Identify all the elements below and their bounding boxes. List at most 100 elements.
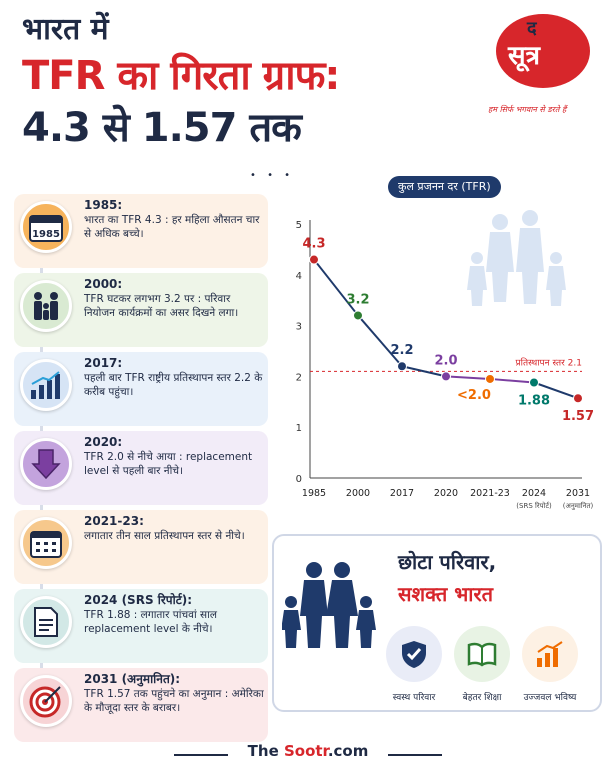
timeline-item-text: 2020: TFR 2.0 से नीचे आया : replacement l…	[84, 435, 264, 478]
book-icon	[454, 626, 510, 682]
footer-part3: .com	[327, 742, 369, 760]
calendar-1985-icon: 1985	[20, 201, 72, 253]
data-point	[397, 361, 407, 372]
timeline-item-text: 2017: पहली बार TFR राष्ट्रीय प्रतिस्थापन …	[84, 356, 264, 399]
series-line-segment	[357, 314, 403, 367]
logo-top-letter: द	[527, 18, 537, 39]
timeline-item-text: 2024 (SRS रिपोर्ट): TFR 1.88 : लगातार पां…	[84, 593, 264, 636]
timeline-item-desc: TFR 1.88 : लगातार पांचवां साल replacemen…	[84, 609, 217, 635]
timeline-item-desc: TFR 1.57 तक पहुंचने का अनुमान : अमेरिका …	[84, 688, 264, 714]
series-line-segment	[489, 377, 535, 384]
y-tick-label: 1	[296, 423, 302, 434]
tfr-line-chart: 0 1 2 3 4 5 प्रतिस्थापन स्तर 2.1 4.3 3.2 2.2 2.0 <2…	[296, 210, 594, 510]
timeline-item-text: 2031 (अनुमानित): TFR 1.57 तक पहुंचने का अ…	[84, 672, 264, 715]
timeline-item-desc: भारत का TFR 4.3 : हर महिला औसतन चार से अ…	[84, 214, 260, 240]
timeline-item-head: 1985:	[84, 198, 123, 212]
data-point	[353, 310, 363, 321]
family-silhouette-icon	[467, 210, 566, 306]
timeline-item: 2020: TFR 2.0 से नीचे आया : replacement l…	[14, 431, 268, 505]
timeline-item-head: 2024 (SRS रिपोर्ट):	[84, 593, 193, 607]
slogan-panel	[272, 534, 602, 712]
x-tick-label: 2020	[434, 488, 458, 499]
timeline-item-head: 2031 (अनुमानित):	[84, 672, 181, 686]
timeline-item: 2021-23: लगातार तीन साल प्रतिस्थापन स्तर …	[14, 510, 268, 584]
y-tick-label: 4	[296, 271, 302, 282]
shield-check-icon	[386, 626, 442, 682]
logo-badge	[496, 14, 590, 88]
headline: भारत में TFR का गिरता ग्राफ: 4.3 से 1.57…	[22, 10, 462, 154]
headline-line2: TFR का गिरता ग्राफ:	[22, 53, 340, 99]
data-label: 2.2	[390, 343, 413, 358]
x-tick-sublabel: (अनुमानित)	[563, 501, 594, 510]
headline-line1: भारत में	[22, 12, 109, 47]
timeline-item-head: 2021-23:	[84, 514, 144, 528]
bar-growth-icon	[522, 626, 578, 682]
family-icon	[282, 562, 376, 648]
footer-line-left	[174, 754, 228, 756]
family-icon	[20, 280, 72, 332]
x-tick-label: 2021-23	[470, 488, 510, 499]
timeline-item-text: 1985: भारत का TFR 4.3 : हर महिला औसतन चार…	[84, 198, 264, 241]
y-tick-label: 3	[296, 322, 302, 333]
slogan-line2: सशक्त भारत	[398, 582, 494, 606]
timeline-item: 2017: पहली बार TFR राष्ट्रीय प्रतिस्थापन …	[14, 352, 268, 426]
x-tick-label: 1985	[302, 488, 326, 499]
data-label: 3.2	[346, 292, 369, 307]
down-arrow-icon	[20, 438, 72, 490]
timeline-item-text: 2021-23: लगातार तीन साल प्रतिस्थापन स्तर …	[84, 514, 264, 543]
footer-part2: Sootr	[283, 742, 328, 760]
series-line-segment	[313, 258, 359, 317]
calendar-year-text: 1985	[32, 229, 60, 240]
data-point	[573, 393, 583, 404]
timeline-item: 1985 1985: भारत का TFR 4.3 : हर महिला औसतन…	[14, 194, 268, 268]
chart-title: कुल प्रजनन दर (TFR)	[388, 176, 501, 198]
series-line-segment	[401, 365, 447, 378]
growth-chart-icon	[20, 359, 72, 411]
timeline-item-desc: TFR घटकर लगभग 3.2 पर : परिवार नियोजन कार…	[84, 293, 239, 319]
data-point	[441, 371, 451, 382]
report-icon	[20, 596, 72, 648]
timeline-item-text: 2000: TFR घटकर लगभग 3.2 पर : परिवार नियोज…	[84, 277, 264, 320]
timeline-item: 2024 (SRS रिपोर्ट): TFR 1.88 : लगातार पां…	[14, 589, 268, 663]
footer-part1: The	[247, 742, 284, 760]
footer-brand: The Sootr.com	[0, 742, 616, 760]
data-label: <2.0	[457, 388, 491, 403]
series-line-segment	[533, 381, 579, 400]
y-tick-label: 5	[296, 220, 302, 231]
headline-line3: 4.3 से 1.57 तक	[22, 105, 302, 151]
data-label: 1.88	[518, 393, 550, 408]
data-point	[529, 377, 539, 388]
x-tick-label: 2031	[566, 488, 590, 499]
calendar-grid-icon	[20, 517, 72, 569]
data-point	[485, 373, 495, 384]
slogan-line1: छोटा परिवार,	[398, 550, 497, 574]
timeline-item-desc: TFR 2.0 से नीचे आया : replacement level …	[84, 451, 253, 477]
timeline-item: 2031 (अनुमानित): TFR 1.57 तक पहुंचने का अ…	[14, 668, 268, 742]
y-tick-label: 0	[296, 474, 302, 485]
data-label: 2.0	[434, 353, 457, 368]
timeline-item-head: 2017:	[84, 356, 123, 370]
x-tick-label: 2000	[346, 488, 370, 499]
y-tick-label: 2	[296, 372, 302, 383]
x-tick-label: 2017	[390, 488, 414, 499]
logo-main-text: सूत्र	[508, 41, 540, 71]
x-tick-label: 2024	[522, 488, 546, 499]
timeline-item-head: 2020:	[84, 435, 123, 449]
reference-line-label: प्रतिस्थापन स्तर 2.1	[516, 356, 582, 368]
benefit-label: उज्जवल भविष्य	[523, 693, 577, 703]
divider-dots: • • •	[250, 170, 295, 181]
data-label: 4.3	[302, 237, 325, 252]
timeline-item-head: 2000:	[84, 277, 123, 291]
x-tick-sublabel: (SRS रिपोर्ट)	[516, 501, 552, 510]
benefit-label: स्वस्थ परिवार	[392, 693, 436, 703]
timeline-item-desc: लगातार तीन साल प्रतिस्थापन स्तर से नीचे।	[84, 530, 245, 542]
benefit-label: बेहतर शिक्षा	[462, 693, 502, 703]
timeline-item-desc: पहली बार TFR राष्ट्रीय प्रतिस्थापन स्तर …	[84, 372, 263, 398]
data-point	[309, 254, 319, 265]
timeline-item: 2000: TFR घटकर लगभग 3.2 पर : परिवार नियोज…	[14, 273, 268, 347]
data-label: 1.57	[562, 409, 594, 424]
footer-line-right	[388, 754, 442, 756]
logo-tagline: हम सिर्फ भगवान से डरते हैं	[488, 105, 567, 114]
series-line-segment	[445, 375, 491, 380]
target-icon	[20, 675, 72, 727]
